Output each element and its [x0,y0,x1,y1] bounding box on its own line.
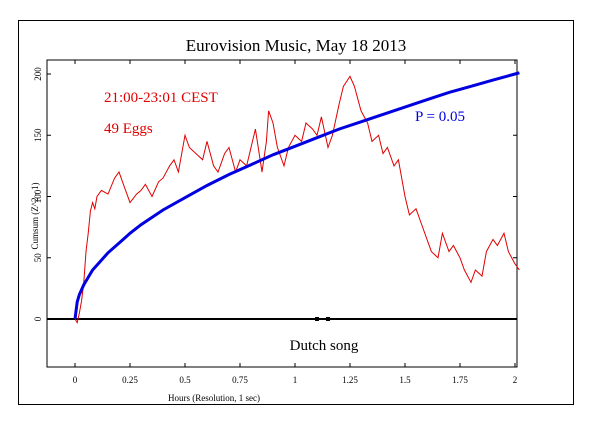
event-marker-1 [326,317,330,321]
y-tick-label: 150 [33,128,43,142]
x-tick-label: 0 [73,375,78,385]
x-axis-ticks: 0 0.25 0.5 0.75 1 1.25 1.5 1.75 2 [73,60,518,385]
y-tick-label: 100 [33,189,43,203]
plot-area [46,59,518,368]
chart-title: Eurovision Music, May 18 2013 [186,36,407,55]
x-tick-label: 0.5 [179,375,191,385]
annotation-time-range: 21:00-23:01 CEST [104,90,218,106]
y-tick-label: 200 [33,67,43,81]
annotation-p-value: P = 0.05 [415,109,465,125]
x-tick-label: 2 [513,375,518,385]
x-tick-label: 0.25 [122,375,138,385]
y-axis-label: Cumsum (Z^2 - 1) [30,183,40,250]
series-cumsum-line [74,75,520,325]
x-tick-label: 0.75 [232,375,248,385]
x-axis-label: Hours (Resolution, 1 sec) [168,393,260,403]
x-tick-label: 1.75 [452,375,468,385]
x-tick-label: 1.5 [399,375,411,385]
y-tick-label: 50 [33,253,43,263]
series-p-envelope-line [73,71,520,320]
event-markers [315,317,330,321]
annotation-event-label: Dutch song [290,338,359,354]
x-tick-label: 1.25 [342,375,358,385]
annotation-egg-count: 49 Eggs [104,121,153,137]
x-tick-label: 1 [293,375,298,385]
y-tick-label: 0 [33,316,43,321]
chart-frame [18,20,574,405]
event-marker-0 [315,317,319,321]
